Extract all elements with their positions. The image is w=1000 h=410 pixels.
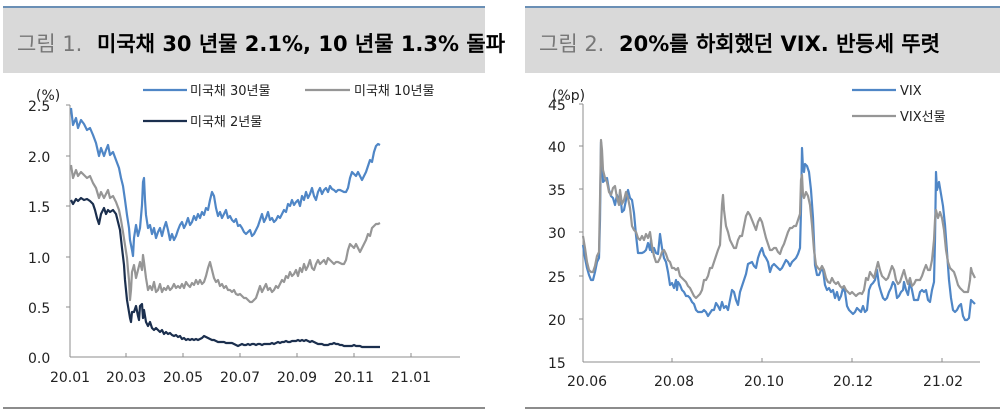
series-10y-line [69,164,381,304]
chart-2-x-tick-labels: 20.06 20.08 20.10 20.12 21.02 [567,374,963,390]
svg-text:1.5: 1.5 [28,200,50,216]
series-vix-futures-line [581,138,976,300]
chart-2: (%p) 45 40 35 30 25 20 15 20.06 20.08 20… [548,84,980,390]
svg-text:15: 15 [548,356,566,372]
figure-1-panel: 그림 1. 미국채 30 년물 2.1%, 10 년물 1.3% 돌파 [3,0,505,410]
figure-1-heading: 그림 1. 미국채 30 년물 2.1%, 10 년물 1.3% 돌파 [17,28,505,58]
chart-1-x-ticks [125,353,412,357]
svg-text:40: 40 [548,140,566,156]
svg-text:20.05: 20.05 [163,370,203,386]
svg-text:35: 35 [548,183,566,199]
svg-text:21.02: 21.02 [923,374,963,390]
chart-1-legend: 미국채 30년물 미국채 10년물 미국채 2년물 [143,84,435,130]
svg-text:20.07: 20.07 [220,370,260,386]
svg-text:0.0: 0.0 [28,351,50,367]
series-30y-line [69,107,381,258]
svg-text:2.5: 2.5 [28,99,50,115]
chart-2-y-tick-labels: 45 40 35 30 25 20 15 [548,98,566,372]
figure-2-title-bar: 그림 2. 20%를 하회했던 VIX. 반등세 뚜렷 [525,6,1000,73]
figure-2-panel: 그림 2. 20%를 하회했던 VIX. 반등세 뚜렷 [525,0,1000,410]
svg-text:30: 30 [548,226,566,242]
figure-1-title-bar: 그림 1. 미국채 30 년물 2.1%, 10 년물 1.3% 돌파 [3,6,505,73]
svg-text:20: 20 [548,313,566,329]
svg-text:21.01: 21.01 [391,370,431,386]
svg-text:20.09: 20.09 [277,370,317,386]
legend-2y-label: 미국채 2년물 [190,115,262,130]
svg-text:20.12: 20.12 [833,374,873,390]
series-vix-line [581,140,976,322]
chart-1-unit-label: (%) [36,88,60,104]
chart-2-y-ticks [579,103,583,320]
figure-1-bottom-rule [3,407,485,409]
figure-2-title: 20%를 하회했던 VIX. 반등세 뚜렷 [619,32,940,56]
svg-text:20.10: 20.10 [744,374,784,390]
figure-2-bottom-rule [525,407,1000,409]
svg-text:20.08: 20.08 [654,374,694,390]
svg-text:20.03: 20.03 [106,370,146,386]
chart-1-y-tick-labels: 2.5 2.0 1.5 1.0 0.5 0.0 [28,99,50,367]
series-2y-line [70,196,380,349]
legend-30y-label: 미국채 30년물 [190,84,271,99]
svg-text:25: 25 [548,270,566,286]
chart-1: (%) 2.5 2.0 1.5 1.0 0.5 0.0 20.01 20.03 … [28,84,460,386]
legend-vix-label: VIX [900,84,922,99]
chart-1-x-tick-labels: 20.01 20.03 20.05 20.07 20.09 20.11 21.0… [50,370,431,386]
legend-10y-label: 미국채 10년물 [354,84,435,99]
figure-2-number: 그림 2. [539,32,605,56]
svg-text:20.11: 20.11 [334,370,374,386]
figure-1-number: 그림 1. [17,32,83,56]
svg-text:0.5: 0.5 [28,301,50,317]
legend-vix-futures-label: VIX선물 [900,110,946,125]
chart-2-unit-label: (%p) [552,88,585,104]
chart-2-x-ticks [671,358,943,362]
svg-text:1.0: 1.0 [28,251,50,267]
svg-text:20.06: 20.06 [567,374,607,390]
figure-1-title: 미국채 30 년물 2.1%, 10 년물 1.3% 돌파 [97,32,506,56]
svg-text:20.01: 20.01 [50,370,90,386]
chart-1-y-ticks [66,104,70,308]
chart-2-legend: VIX VIX선물 [852,84,946,125]
svg-text:45: 45 [548,98,566,114]
figure-2-heading: 그림 2. 20%를 하회했던 VIX. 반등세 뚜렷 [539,28,940,58]
svg-text:2.0: 2.0 [28,150,50,166]
